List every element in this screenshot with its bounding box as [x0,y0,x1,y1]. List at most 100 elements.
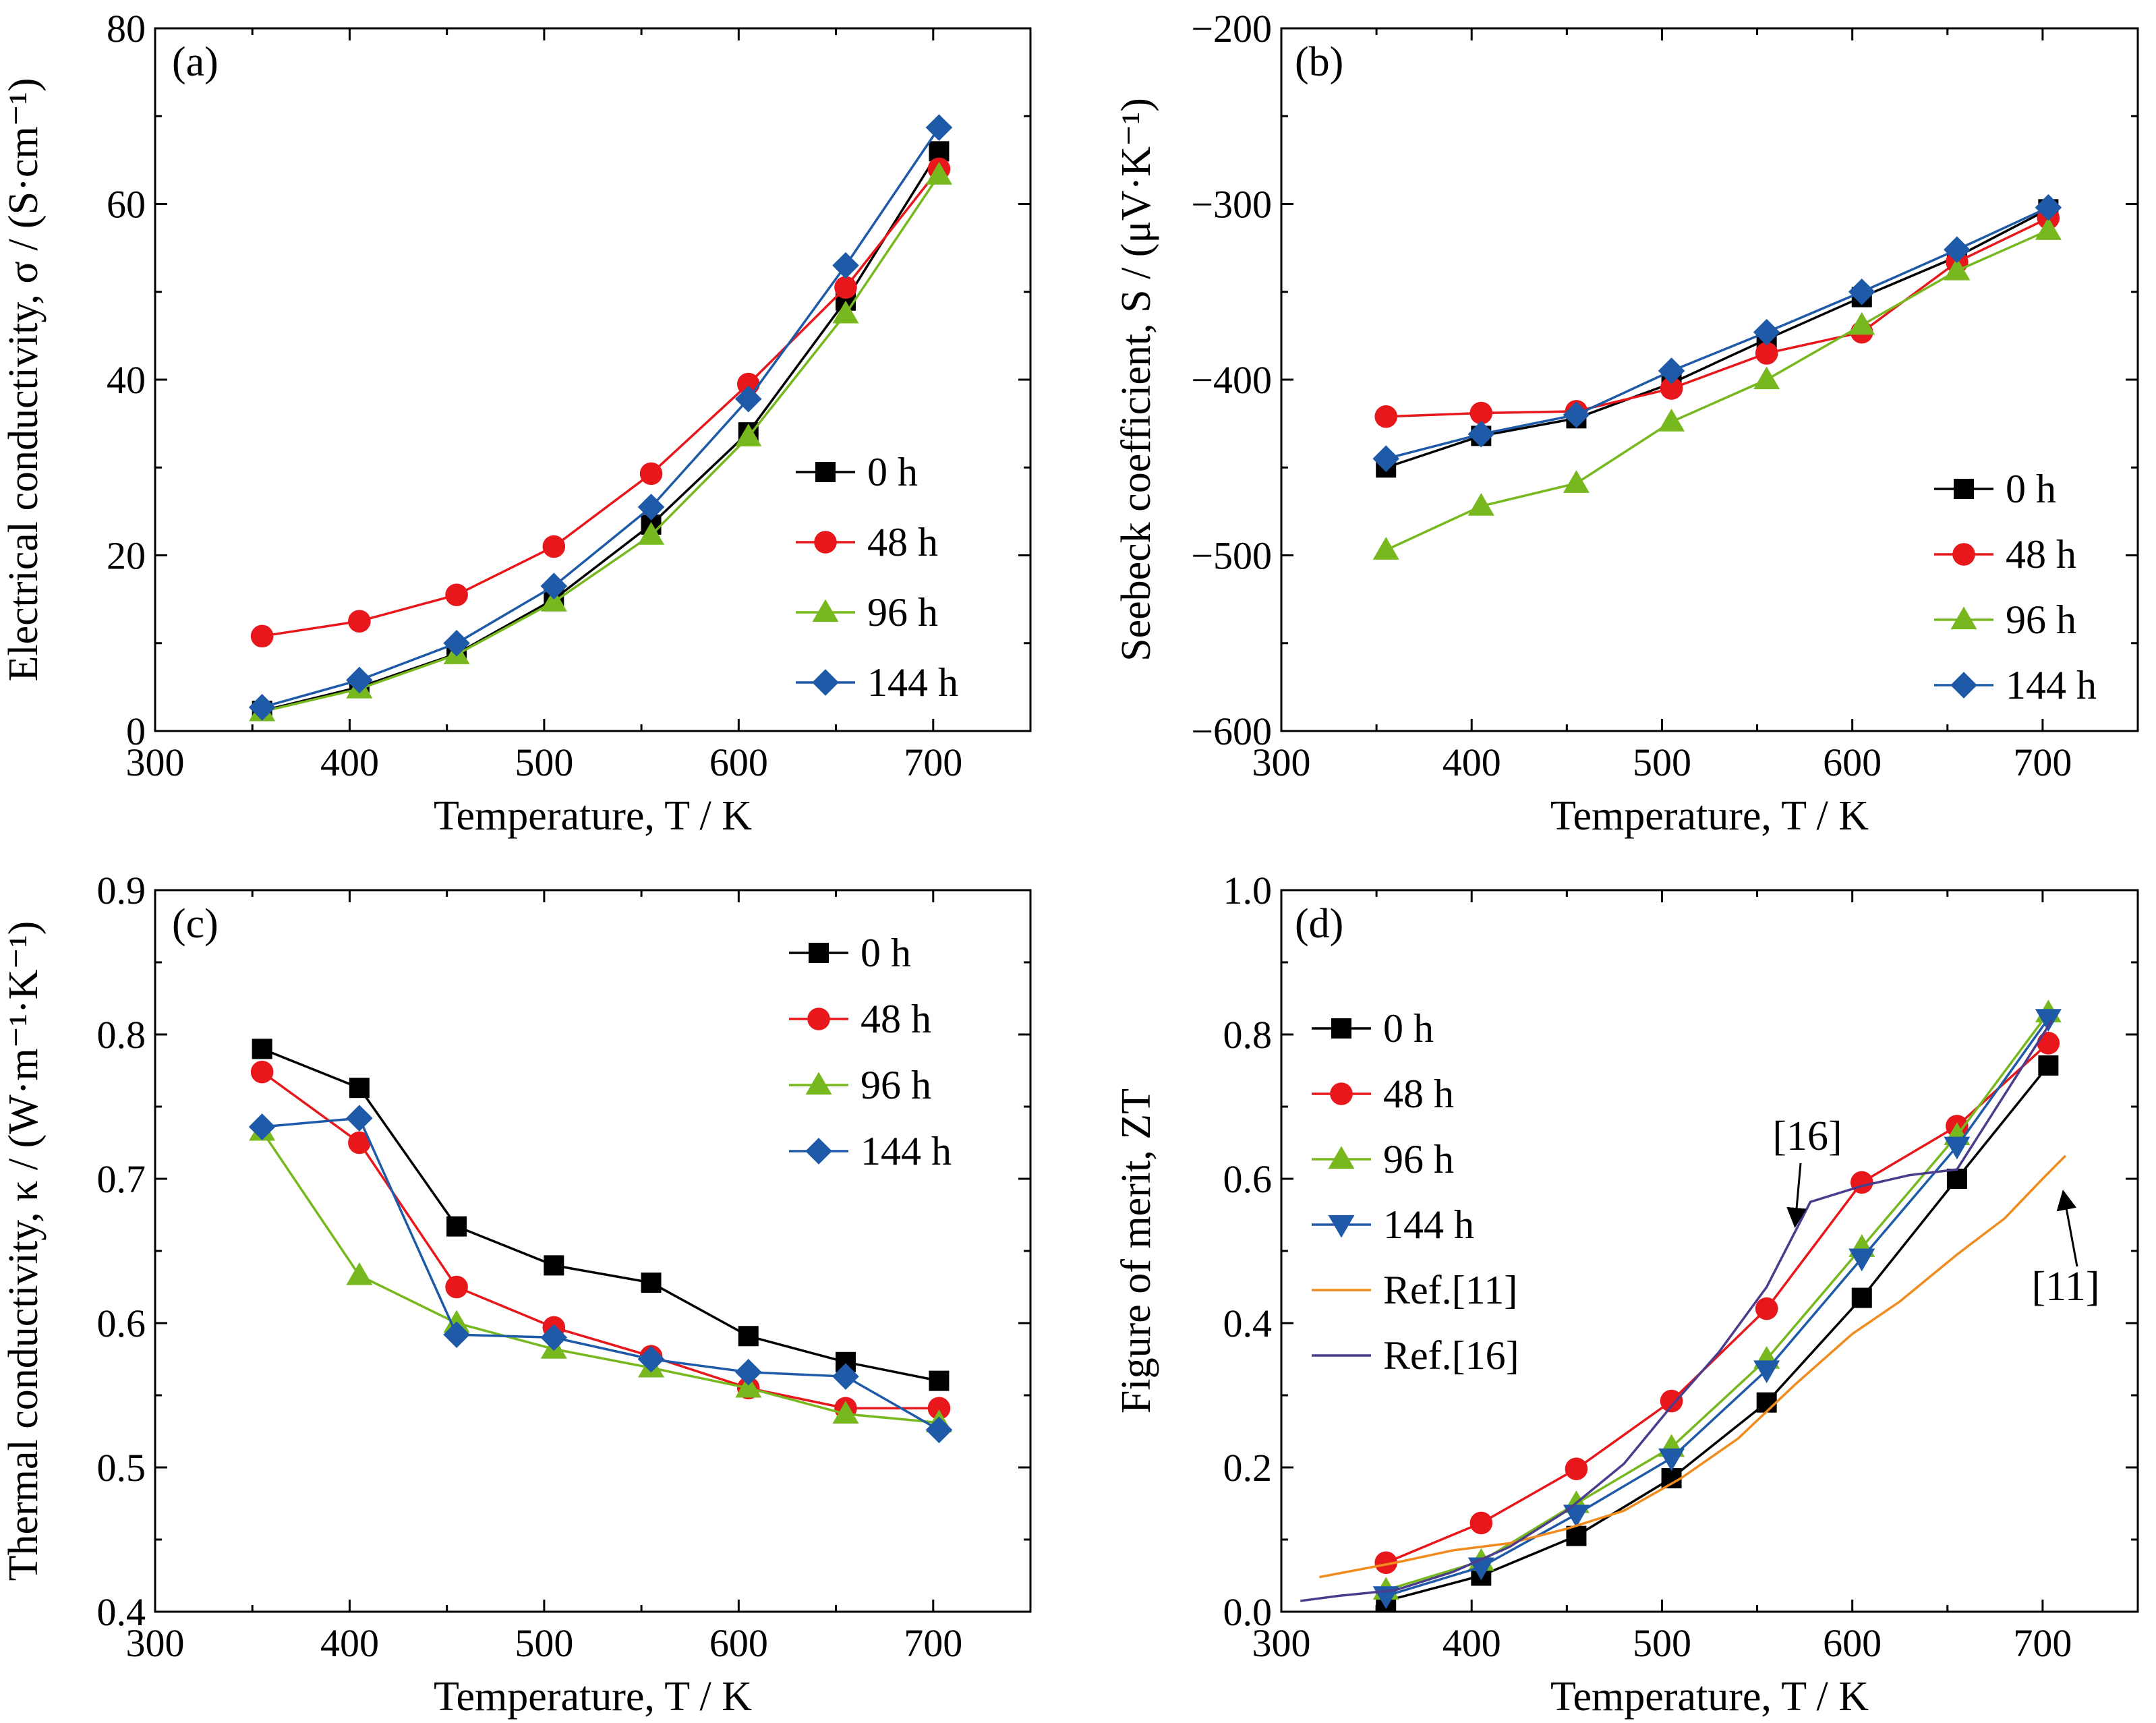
y-axis-label: Thermal conductivity, κ / (W·m⁻¹·K⁻¹) [1,921,47,1581]
series-line [262,150,940,712]
y-axis-label: Figure of merit, ZT [1113,1088,1159,1413]
series-line [1300,1019,2053,1602]
data-point [1658,408,1685,432]
y-axis-label: Electrical conductivity, σ / (S·cm⁻¹) [1,78,47,681]
data-point [641,1273,662,1293]
data-point [540,1324,568,1351]
series-line [261,1047,939,1382]
data-point [1755,342,1778,365]
x-tick-label: 600 [1823,1621,1882,1665]
annotation-arrow-ref11 [2056,1190,2078,1267]
y-tick-label: 0.7 [97,1157,146,1201]
data-point [1944,1136,1971,1160]
series-line [261,1071,939,1410]
legend-marker [1950,672,1977,699]
y-tick-label: 80 [107,7,146,51]
series-96-h [249,161,952,722]
data-point [738,1326,759,1347]
y-tick-label: 0.0 [1223,1590,1273,1634]
data-point [1374,1551,1398,1575]
data-point [832,300,859,324]
plot-frame [1280,889,2139,1613]
data-point [252,1039,272,1059]
legend-label: 144 h [867,660,958,705]
plot-area [248,114,953,722]
legend-item: Ref.[16] [1312,1333,1519,1378]
data-point [2035,217,2062,240]
y-tick-label: 0.4 [97,1590,146,1634]
series-48-h [1374,1032,2060,1575]
plot-area [1300,999,2066,1611]
data-point [540,589,567,612]
data-point [1467,493,1494,516]
data-point [2035,194,2062,221]
data-point [1946,1169,1967,1189]
series-line [1385,1064,2049,1602]
data-point [349,1078,370,1099]
series-144-h [1372,194,2062,473]
data-point [1658,357,1685,384]
legend: 0 h 48 h 96 h 144 h Ref.[11] Ref.[16] [1312,1006,1519,1378]
series-0-h [1376,1055,2059,1611]
legend: 0 h 48 h 96 h 144 h [1934,467,2097,707]
legend-marker [812,669,839,696]
legend-item: 0 h [1934,467,2056,511]
data-point [1469,1511,1493,1535]
data-point [544,1255,564,1276]
legend-label: 144 h [861,1129,952,1173]
data-point [1372,537,1399,560]
data-point [639,462,663,486]
panel-label: (b) [1295,39,1343,85]
series-line [1385,1018,2049,1598]
legend-item: Ref.[11] [1312,1268,1517,1312]
data-point [1467,420,1495,448]
panel-a: 300 400 500 600 700 0 20 40 60 80 Temperature, T /… [1,7,1032,839]
legend-marker [815,462,836,482]
x-tick-label: 400 [320,740,379,784]
y-tick-label: 0.5 [97,1446,146,1490]
y-tick-label: 0.6 [97,1302,146,1345]
data-point [346,1105,373,1132]
data-point [1660,1389,1683,1413]
data-point [1563,470,1590,493]
data-point [832,1401,859,1424]
legend-item: 48 h [1934,532,2076,577]
data-point [925,1416,953,1444]
y-tick-label: 40 [107,358,146,402]
y-tick-label: −300 [1191,183,1272,227]
legend-item: 48 h [789,997,931,1041]
series-line [1319,1155,2066,1579]
data-point [1374,405,1398,428]
legend-item: 96 h [789,1063,931,1107]
data-point [832,1363,859,1390]
legend-label: 96 h [861,1063,931,1107]
legend-label: 48 h [1383,1072,1454,1116]
x-tick-label: 600 [1823,740,1882,784]
series-ref-16- [1300,1019,2053,1602]
series-line [1386,216,2049,418]
legend-item: 48 h [1312,1072,1454,1116]
legend-item: 144 h [789,1129,952,1173]
legend-item: 144 h [1312,1202,1474,1247]
data-point [929,1370,950,1391]
x-tick-label: 500 [515,740,573,784]
y-tick-label: 0.8 [1223,1013,1273,1057]
series-line [262,174,940,713]
series-line [1385,229,2049,552]
series-96-h [1372,217,2062,560]
legend-marker [805,1072,832,1095]
y-tick-label: 1.0 [1223,869,1273,912]
y-tick-label: 0.4 [1223,1302,1273,1345]
data-point [638,522,665,545]
legend-label: 96 h [1383,1137,1454,1181]
data-point [1851,1287,1872,1308]
data-point [250,1060,274,1084]
data-point [346,666,373,694]
legend-label: 0 h [1383,1006,1434,1051]
x-tick-label: 500 [1633,740,1691,784]
series-48-h [250,157,951,648]
series-0-h [252,141,950,722]
legend-marker [1331,1018,1351,1039]
x-tick-label: 300 [126,1621,185,1665]
panel-label: (a) [172,39,218,85]
